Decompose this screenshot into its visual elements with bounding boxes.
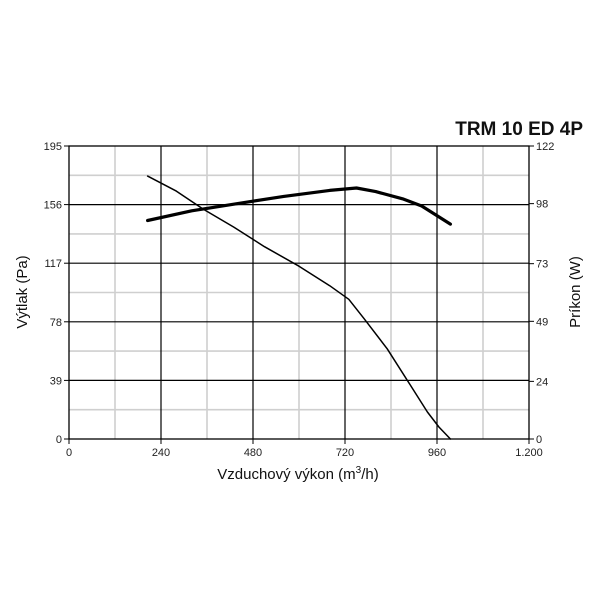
- x-tick-label: 960: [428, 447, 446, 459]
- x-tick-label: 240: [152, 447, 170, 459]
- y-tick-label: 0: [56, 434, 62, 446]
- chart-title: TRM 10 ED 4P: [455, 119, 583, 140]
- x-tick-label: 480: [244, 447, 262, 459]
- x-axis-label: Vzduchový výkon (m3/h): [217, 465, 378, 483]
- x-axis-label-superscript: 3: [356, 465, 362, 476]
- y2-tick-label: 0: [536, 434, 542, 446]
- y-tick-label: 39: [50, 375, 62, 387]
- y-tick-label: 156: [44, 200, 62, 212]
- x-tick-label: 0: [66, 447, 72, 459]
- y2-tick-label: 122: [536, 141, 554, 153]
- x-axis-label-suffix: /h): [361, 466, 379, 483]
- pressure-curve-line: [146, 175, 452, 440]
- y-tick-label: 195: [44, 141, 62, 153]
- tick-marks: [64, 145, 534, 444]
- plot-frame: [68, 145, 530, 440]
- power-curve-line: [146, 186, 452, 226]
- y2-tick-label: 98: [536, 199, 548, 211]
- y2-axis-label: Príkon (W): [567, 256, 584, 328]
- y-axis-label: Výtlak (Pa): [14, 255, 31, 328]
- series-lines: [146, 175, 452, 440]
- y2-tick-label: 49: [536, 316, 548, 328]
- x-tick-label: 720: [336, 447, 354, 459]
- grid: [69, 146, 529, 439]
- x-tick-label: 1.200: [515, 447, 543, 459]
- x-axis-label-main: Vzduchový výkon (m: [217, 466, 355, 483]
- y-tick-label: 117: [44, 258, 62, 270]
- tick-labels: 0 240 480 720 960 1.2000397811715619502449739…: [44, 141, 555, 459]
- y-tick-label: 78: [50, 317, 62, 329]
- y2-tick-label: 73: [536, 259, 548, 271]
- y2-tick-label: 24: [536, 376, 548, 388]
